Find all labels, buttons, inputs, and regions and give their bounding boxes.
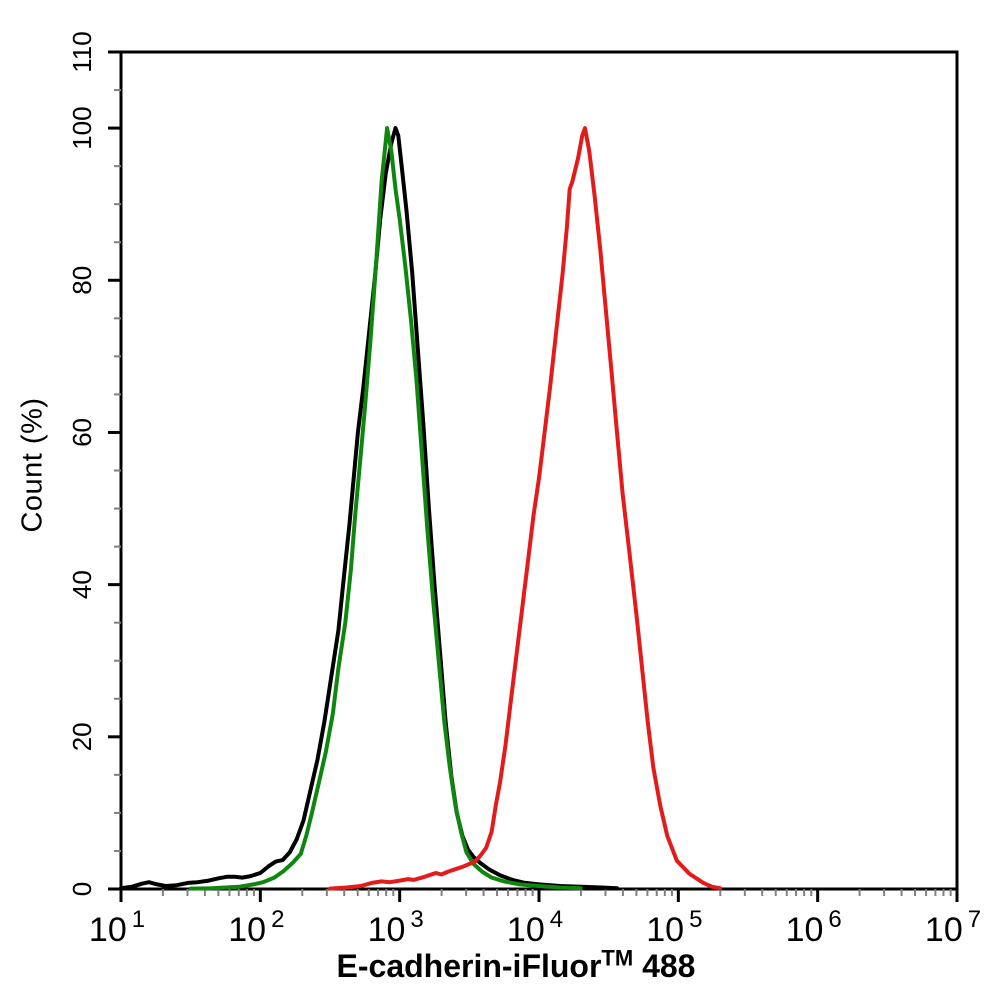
trademark-symbol: TM: [601, 945, 634, 971]
y-tick-label: 60: [67, 418, 97, 447]
y-axis-title: Count (%): [16, 397, 49, 533]
x-tick-label: 10 7: [925, 906, 981, 949]
y-tick-label: 40: [67, 570, 97, 599]
x-axis-title-main: E-cadherin-iFluor: [336, 948, 602, 984]
red-histogram-curve: [328, 126, 723, 891]
green-histogram-curve: [188, 126, 583, 891]
y-tick-label: 0: [67, 882, 97, 896]
x-tick-label: 10 6: [786, 906, 842, 949]
y-tick-label: 80: [67, 266, 97, 295]
black-histogram-curve: [119, 126, 619, 891]
x-axis-title-suffix: 488: [633, 948, 696, 984]
x-tick-label: 10 4: [507, 906, 563, 949]
x-axis-title: E-cadherin-iFluorTM 488: [336, 945, 696, 985]
x-tick-label: 10 5: [646, 906, 702, 949]
x-tick-label: 10 3: [368, 906, 424, 949]
y-tick-label: 110: [67, 31, 97, 72]
x-tick-label: 10 2: [228, 906, 284, 949]
x-tick-label: 10 1: [89, 906, 145, 949]
y-tick-label: 20: [67, 722, 97, 751]
y-tick-label: 100: [67, 106, 97, 149]
